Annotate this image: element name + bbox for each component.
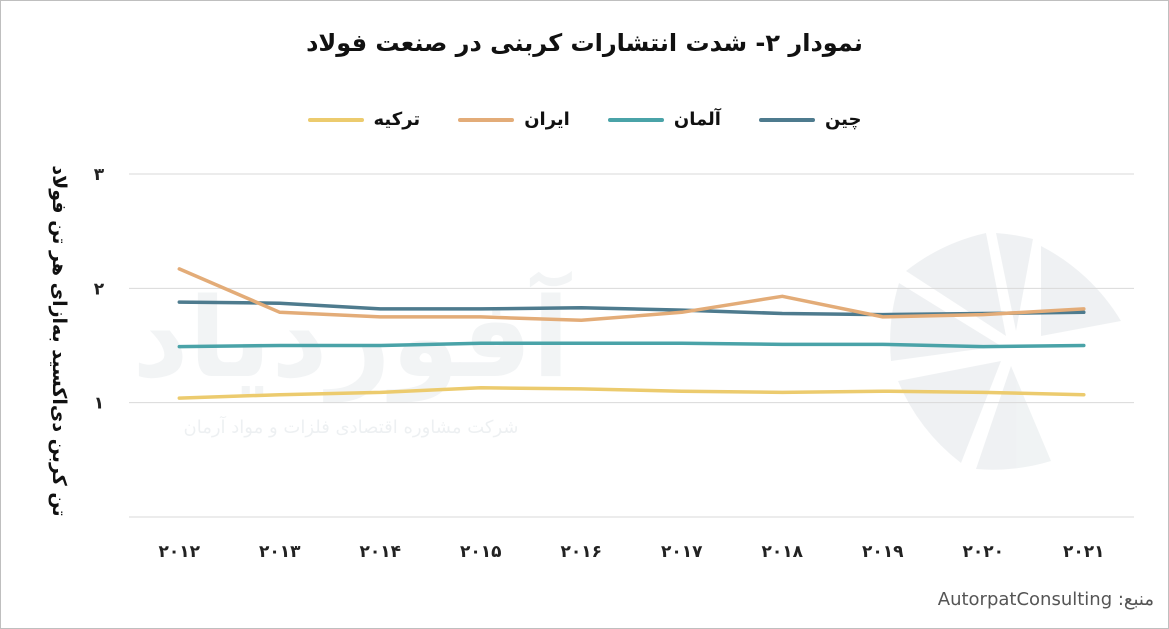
x-tick-label: ۲۰۱۶: [560, 542, 602, 562]
legend-swatch: [458, 117, 515, 122]
legend-swatch: [607, 117, 664, 122]
legend-swatch: [307, 117, 364, 122]
legend-label: ترکیه: [373, 109, 421, 130]
legend-label: ایران: [524, 109, 570, 130]
x-axis-ticks: ۲۰۱۲ ۲۰۱۳ ۲۰۱۴ ۲۰۱۵ ۲۰۱۶ ۲۰۱۷ ۲۰۱۸ ۲۰۱۹ ۲۰۲۰ ۲۰۲۱: [158, 542, 1104, 562]
legend-item: آلمان: [607, 109, 721, 130]
legend-label: چین: [824, 109, 862, 130]
x-tick-label: ۲۰۲۰: [962, 542, 1004, 562]
source-note: منبع: AutorpatConsulting: [937, 589, 1154, 610]
chart-title: نمودار ۲- شدت انتشارات کربنی در صنعت فول…: [306, 29, 863, 57]
legend-swatch: [758, 117, 815, 122]
y-axis-ticks: ۱ ۲ ۳: [94, 165, 105, 414]
watermark-logo-segment: [1041, 246, 1121, 336]
y-tick-label: ۲: [94, 279, 105, 299]
x-tick-label: ۲۰۱۷: [661, 542, 703, 562]
series-line: [177, 267, 1086, 323]
x-tick-label: ۲۰۲۱: [1063, 542, 1105, 562]
watermark-logo-text: آفوردیاد: [132, 270, 572, 403]
watermark-tagline: شرکت مشاوره اقتصادی فلزات و مواد آرمان: [184, 415, 519, 438]
y-tick-label: ۳: [94, 165, 105, 185]
x-tick-label: ۲۰۱۲: [158, 542, 200, 562]
legend-item: ترکیه: [307, 109, 421, 130]
x-tick-label: ۲۰۱۴: [359, 542, 401, 562]
watermark-logo-segment: [976, 366, 1051, 470]
series-line: [177, 386, 1086, 400]
legend: چین آلمان ایران ترکیه: [1, 109, 1168, 130]
legend-item: ایران: [458, 109, 570, 130]
watermark: آفوردیاد شرکت مشاوره اقتصادی فلزات و موا…: [132, 233, 1121, 470]
watermark-logo-segment: [898, 361, 1001, 463]
y-tick-label: ۱: [94, 394, 104, 414]
watermark-logo-segment: [890, 283, 1001, 361]
series-lines: [177, 267, 1086, 400]
x-tick-label: ۲۰۱۳: [259, 542, 301, 562]
series-line: [177, 341, 1086, 349]
grid: [129, 173, 1134, 518]
watermark-logo-segment: [906, 233, 1006, 336]
x-tick-label: ۲۰۱۹: [862, 542, 904, 562]
legend-label: آلمان: [673, 109, 721, 130]
legend-item: چین: [758, 109, 862, 130]
x-tick-label: ۲۰۱۸: [761, 542, 803, 562]
x-tick-label: ۲۰۱۵: [460, 542, 502, 562]
watermark-logo-segment: [996, 233, 1033, 331]
